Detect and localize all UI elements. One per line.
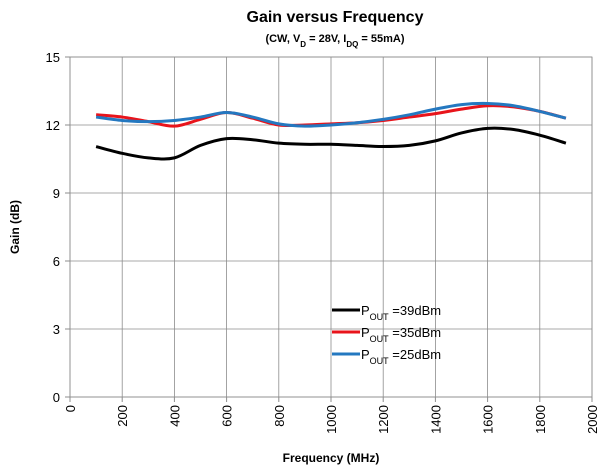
x-tick-label: 1200 bbox=[376, 405, 391, 434]
x-tick-label: 800 bbox=[272, 405, 287, 427]
legend-text: P bbox=[361, 325, 370, 340]
data-line bbox=[95, 126, 567, 161]
subscript: OUT bbox=[370, 356, 390, 366]
legend-label: POUT =39dBm bbox=[361, 303, 441, 322]
legend-text: =25dBm bbox=[389, 347, 441, 362]
legend-label: POUT =25dBm bbox=[361, 347, 441, 366]
x-tick-label: 0 bbox=[63, 405, 78, 412]
y-tick-label: 9 bbox=[53, 186, 60, 201]
subscript: OUT bbox=[370, 312, 390, 322]
legend-label: POUT =35dBm bbox=[361, 325, 441, 344]
x-tick-label: 1400 bbox=[428, 405, 443, 434]
x-tick-label: 400 bbox=[167, 405, 182, 427]
subtitle-part: = 55mA) bbox=[358, 33, 404, 45]
subscript: D bbox=[300, 40, 306, 49]
plot-frame bbox=[69, 56, 593, 398]
y-axis-label: Gain (dB) bbox=[8, 200, 22, 254]
x-tick-label: 1600 bbox=[481, 405, 496, 434]
x-tick-label: 600 bbox=[220, 405, 235, 427]
subtitle-part: (CW, V bbox=[265, 33, 300, 45]
y-tick-label: 6 bbox=[53, 254, 60, 269]
data-line bbox=[95, 101, 567, 128]
y-tick-label: 0 bbox=[53, 390, 60, 405]
legend-text: =39dBm bbox=[389, 303, 441, 318]
subscript: DQ bbox=[346, 40, 358, 49]
chart-subtitle: (CW, VD = 28V, IDQ = 55mA) bbox=[265, 33, 404, 49]
y-tick-label: 3 bbox=[53, 322, 60, 337]
x-tick-label: 2000 bbox=[585, 405, 599, 434]
y-tick-label: 12 bbox=[46, 118, 60, 133]
x-tick-label: 1800 bbox=[533, 405, 548, 434]
legend-text: P bbox=[361, 347, 370, 362]
subtitle-part: = 28V, I bbox=[306, 33, 346, 45]
subscript: OUT bbox=[370, 334, 390, 344]
y-tick-label: 15 bbox=[46, 50, 60, 65]
x-tick-label: 1000 bbox=[324, 405, 339, 434]
chart-title: Gain versus Frequency bbox=[247, 9, 424, 26]
legend-text: =35dBm bbox=[389, 325, 441, 340]
x-axis-label: Frequency (MHz) bbox=[283, 451, 380, 465]
x-tick-label: 200 bbox=[115, 405, 130, 427]
legend-text: P bbox=[361, 303, 370, 318]
